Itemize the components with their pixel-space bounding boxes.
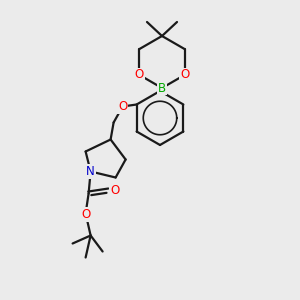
- Text: O: O: [135, 68, 144, 82]
- Text: O: O: [81, 208, 90, 221]
- Text: N: N: [86, 165, 95, 178]
- Text: O: O: [180, 68, 189, 82]
- Text: O: O: [110, 184, 119, 197]
- Text: O: O: [118, 100, 127, 113]
- Text: B: B: [158, 82, 166, 94]
